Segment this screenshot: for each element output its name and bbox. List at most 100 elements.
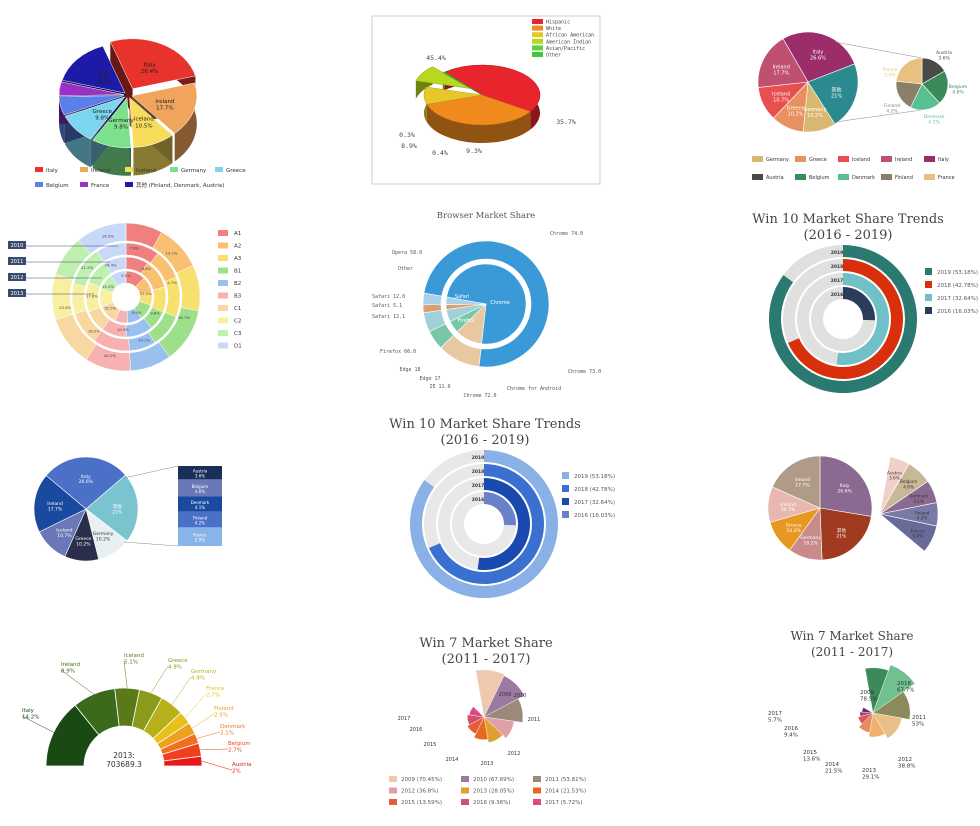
outer-label: Chrome 73.0 bbox=[568, 369, 601, 375]
slice-label: Germany 10.2% bbox=[93, 531, 114, 542]
chart-3d-pie-ethnicity: 45.4%35.7%9.3%8.9%0.3%0.4%HispanicWhiteA… bbox=[371, 15, 601, 185]
ring-tag-label: 2010 bbox=[11, 243, 24, 249]
legend-label: 2009 (70.45%) bbox=[401, 777, 442, 783]
pie-tops bbox=[415, 64, 541, 126]
top-ireland bbox=[131, 82, 198, 134]
legend-swatch bbox=[533, 787, 541, 794]
leader-line bbox=[184, 693, 207, 718]
legend-swatch bbox=[795, 174, 806, 180]
legend-label: 2014 (21.53%) bbox=[545, 789, 586, 795]
slice-label: Finland 2.5% bbox=[214, 706, 234, 719]
legend-label: 2016 (16.03%) bbox=[937, 309, 978, 315]
ring-value: 15.3% bbox=[102, 284, 114, 289]
slice-label: Ireland 17.7% bbox=[773, 64, 790, 76]
ring-tag-label: 2013 bbox=[11, 291, 24, 297]
slice-label: Greece 10.2% bbox=[786, 523, 802, 534]
detail-label: France 5.0% bbox=[911, 528, 925, 538]
bar-2016 bbox=[843, 287, 875, 321]
top-african-american bbox=[423, 86, 483, 105]
bar-label: Belgium 4.6% bbox=[192, 484, 209, 494]
legend-label: Belgium bbox=[46, 183, 69, 189]
legend-swatch bbox=[533, 776, 541, 782]
legend-label: Germany bbox=[766, 157, 789, 163]
outer-slice-other bbox=[422, 292, 443, 306]
rose-2013 bbox=[483, 716, 504, 743]
connector-line bbox=[834, 109, 923, 123]
slice-label: Italy 14.2% bbox=[22, 708, 39, 721]
rose-2014 bbox=[473, 716, 489, 740]
ring-year-label: 2017 bbox=[831, 278, 844, 284]
chart-title: Win 10 Market Share Trends (2016 - 2019) bbox=[752, 212, 944, 243]
legend: Italy Ireland Iceland Germany Greece Belgium F… bbox=[35, 167, 246, 189]
ring-segment bbox=[96, 242, 127, 262]
detail-label: Denmark 4.1% bbox=[924, 114, 945, 125]
slice-label: Germany 9.8% bbox=[108, 118, 134, 131]
legend-label: 2016 (16.03%) bbox=[574, 513, 615, 519]
detail-label: Austria 3.6% bbox=[887, 471, 902, 481]
inner-label: Firefox bbox=[458, 318, 475, 324]
rose-label: 2010 bbox=[514, 693, 527, 699]
legend-swatch bbox=[881, 174, 892, 180]
rose-2011 bbox=[872, 691, 911, 720]
legend-swatch bbox=[461, 787, 469, 794]
slice-label: Greece 9.8% bbox=[92, 109, 112, 122]
ring-value: 17.6% bbox=[86, 294, 98, 299]
legend-swatch bbox=[924, 156, 935, 162]
top-white bbox=[426, 94, 531, 126]
legend-label: Iceland bbox=[136, 168, 156, 174]
ring-year-label: 2018 bbox=[472, 469, 485, 475]
detail-slice-belgium bbox=[921, 70, 949, 104]
legend-label: Italy bbox=[46, 168, 59, 174]
top-france bbox=[58, 81, 125, 97]
rose-label: 2009 bbox=[499, 692, 512, 698]
leader-line bbox=[21, 715, 54, 733]
legend-label: 2017 (5.72%) bbox=[545, 800, 583, 806]
chart-pie-of-pie-exploded: Italy 26.6% 其他 21% Germany 10.2%Greece 10.2% Ic… bbox=[767, 455, 939, 561]
slice-label: 其他 15.3% bbox=[94, 70, 111, 85]
ring-value: 40.2% bbox=[104, 353, 116, 358]
chart-win7-rose-2: Win 7 Market Share (2011 - 2017) 2018 67.7%… bbox=[768, 629, 926, 781]
ring-value: 9.8% bbox=[150, 311, 160, 316]
legend-label: 2018 (42.78%) bbox=[937, 283, 978, 289]
side-ireland bbox=[174, 82, 197, 162]
side-white bbox=[426, 104, 531, 143]
legend-label: Finland bbox=[895, 175, 913, 181]
detail-label: Belgium 4.6% bbox=[900, 479, 917, 489]
legend-swatch bbox=[532, 45, 543, 51]
outer-label: Other bbox=[398, 266, 413, 272]
top-germany bbox=[92, 97, 132, 148]
legend-swatch bbox=[461, 799, 469, 805]
legend-label: Asian/Pacific bbox=[546, 46, 585, 52]
legend-label: Ireland bbox=[895, 157, 912, 163]
ring-value: 10.5% bbox=[117, 327, 129, 332]
detail-label: Austria 3.6% bbox=[936, 50, 952, 61]
legend-swatch bbox=[562, 485, 569, 492]
ring-value: 16.3% bbox=[102, 234, 114, 239]
bar-segment-france bbox=[178, 527, 222, 546]
chart-win10-radial-2: Win 10 Market Share Trends (2016 - 2019) 2… bbox=[389, 417, 615, 599]
legend-label: 2019 (53.18%) bbox=[937, 270, 978, 276]
leader-line bbox=[123, 660, 128, 689]
bar-label: Denmark 4.1% bbox=[191, 500, 210, 510]
main-slice-italy bbox=[45, 456, 126, 510]
top-iceland bbox=[129, 96, 173, 148]
slice-label: Greece 4.9% bbox=[168, 658, 188, 671]
legend-swatch bbox=[218, 255, 228, 261]
rose-label: 2012 bbox=[508, 751, 521, 757]
rose-label: 2014 bbox=[446, 757, 459, 763]
detail-label: Finland 4.2% bbox=[915, 510, 930, 520]
legend-label: A3 bbox=[234, 256, 242, 262]
legend-swatch bbox=[218, 280, 228, 286]
bar-label: Austria 3.6% bbox=[193, 469, 208, 479]
legend-label: Iceland bbox=[852, 157, 870, 163]
ring-value: 13.1% bbox=[165, 251, 177, 256]
legend-swatch bbox=[881, 156, 892, 162]
legend-label: C1 bbox=[234, 306, 241, 312]
detail-slice-france bbox=[895, 57, 923, 85]
rose-2011 bbox=[483, 698, 524, 723]
chart-title: Win 10 Market Share Trends (2016 - 2019) bbox=[389, 417, 581, 448]
rose-2009 bbox=[872, 664, 916, 714]
legend-label: D1 bbox=[234, 344, 242, 350]
legend-swatch bbox=[125, 167, 133, 172]
rose-label: 2018 67.7% bbox=[897, 681, 914, 694]
